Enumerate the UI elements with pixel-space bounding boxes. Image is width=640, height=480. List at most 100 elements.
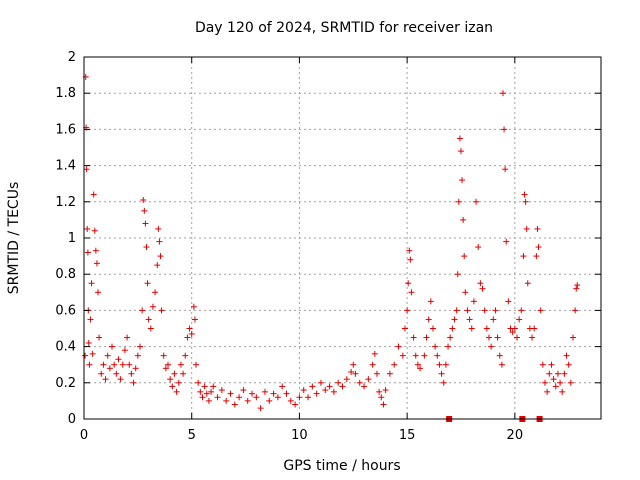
data-point	[404, 307, 411, 314]
data-point	[376, 388, 383, 395]
data-point	[86, 361, 93, 368]
data-point	[84, 225, 91, 232]
data-point	[141, 207, 148, 214]
data-point	[348, 368, 355, 375]
data-point	[139, 307, 146, 314]
data-point	[361, 383, 368, 390]
data-point	[524, 280, 531, 287]
data-point	[449, 325, 456, 332]
data-point	[459, 177, 466, 184]
data-point	[470, 298, 477, 305]
data-point	[145, 316, 152, 323]
data-point	[147, 325, 154, 332]
data-point	[102, 376, 109, 383]
data-point	[144, 280, 151, 287]
data-point	[408, 289, 415, 296]
data-point	[137, 343, 144, 350]
grid-lines	[84, 57, 601, 419]
data-point	[106, 365, 113, 372]
data-point	[113, 370, 120, 377]
data-point	[143, 244, 150, 251]
data-point	[244, 397, 251, 404]
data-point	[485, 334, 492, 341]
y-tick-label: 0	[68, 412, 76, 427]
data-point	[309, 383, 316, 390]
data-point	[158, 307, 165, 314]
data-point	[559, 388, 566, 395]
data-point	[188, 330, 195, 337]
data-point	[401, 325, 408, 332]
data-point	[283, 390, 290, 397]
data-point	[462, 289, 469, 296]
data-point	[128, 370, 135, 377]
x-tick-label: 5	[188, 428, 196, 443]
data-point	[165, 361, 172, 368]
data-point	[152, 289, 159, 296]
data-point	[339, 383, 346, 390]
data-point	[432, 343, 439, 350]
data-point	[494, 334, 501, 341]
data-point	[313, 390, 320, 397]
data-point	[423, 334, 430, 341]
data-point	[391, 361, 398, 368]
data-point	[539, 361, 546, 368]
data-point	[287, 397, 294, 404]
data-point	[156, 238, 163, 245]
data-point	[502, 166, 509, 173]
data-point	[142, 220, 149, 227]
data-point	[88, 280, 95, 287]
data-point	[134, 352, 141, 359]
data-point	[505, 298, 512, 305]
data-point	[157, 253, 164, 260]
data-point	[218, 387, 225, 394]
data-point	[481, 307, 488, 314]
data-point	[132, 365, 139, 372]
data-point	[305, 394, 312, 401]
data-point	[544, 388, 551, 395]
data-point	[100, 361, 107, 368]
data-point	[473, 198, 480, 205]
data-point	[488, 343, 495, 350]
data-point	[380, 401, 387, 408]
data-point	[395, 343, 402, 350]
data-point	[343, 376, 350, 383]
data-point	[330, 388, 337, 395]
data-point	[162, 365, 169, 372]
data-point	[93, 260, 100, 267]
data-point	[322, 387, 329, 394]
data-point	[574, 282, 581, 289]
data-point	[124, 334, 131, 341]
data-point	[499, 90, 506, 97]
y-tick-label: 1	[68, 231, 76, 246]
data-point	[300, 387, 307, 394]
data-point	[563, 352, 570, 359]
data-point	[434, 352, 441, 359]
data-point	[533, 253, 540, 260]
y-tick-label: 2	[68, 50, 76, 65]
y-tick-label: 0.6	[55, 303, 76, 318]
data-point	[365, 376, 372, 383]
data-point	[451, 316, 458, 323]
data-point	[317, 379, 324, 386]
data-point	[496, 352, 503, 359]
data-point	[89, 350, 96, 357]
data-point	[205, 397, 212, 404]
data-point	[445, 343, 452, 350]
chart-title: Day 120 of 2024, SRMTID for receiver iza…	[195, 20, 493, 36]
data-point	[573, 285, 580, 292]
axis-ticks: 0 5 10 15 20 0 0.2 0.4 0.6 0.8 1 1.2 1.4 1.6 1.8 2	[55, 50, 601, 443]
data-point	[193, 361, 200, 368]
data-point	[350, 361, 357, 368]
x-tick-label: 10	[291, 428, 308, 443]
data-point	[447, 334, 454, 341]
data-point	[160, 352, 167, 359]
data-point	[195, 379, 202, 386]
y-tick-label: 1.2	[55, 195, 76, 210]
data-point	[130, 379, 137, 386]
data-point	[464, 307, 471, 314]
data-point	[410, 334, 417, 341]
data-point	[231, 401, 238, 408]
data-point	[557, 379, 564, 386]
data-point	[261, 388, 268, 395]
data-point	[523, 225, 530, 232]
